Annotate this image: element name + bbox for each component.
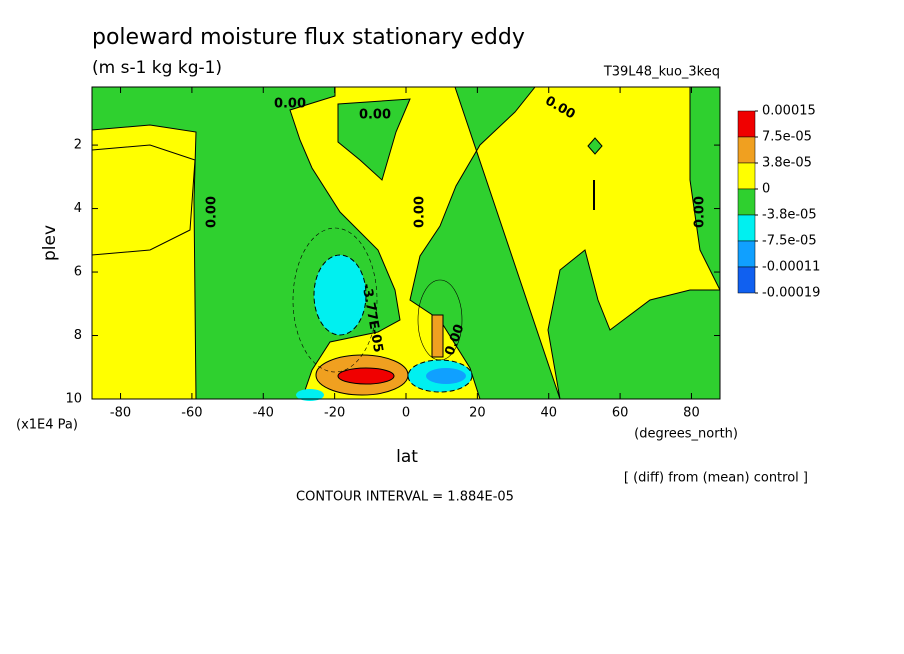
field-region <box>337 367 395 385</box>
chart-title: poleward moisture flux stationary eddy <box>92 25 525 50</box>
x-tick-label: -40 <box>253 406 274 421</box>
y-tick-label: 8 <box>74 328 82 343</box>
contour-label: 0.00 <box>274 97 306 112</box>
y-tick-label: 4 <box>74 201 82 216</box>
field-region <box>431 314 444 358</box>
colorbar-box <box>737 136 756 164</box>
contour-line <box>417 279 463 361</box>
x-tick-label: 0 <box>402 406 410 421</box>
colorbar-box <box>737 188 756 216</box>
run-label: T39L48_kuo_3keq <box>603 65 720 80</box>
contour-interval: CONTOUR INTERVAL = 1.884E-05 <box>296 490 514 505</box>
colorbar-label: -0.00011 <box>762 260 820 275</box>
colorbar-box <box>737 110 756 138</box>
x-axis-label: lat <box>396 447 418 467</box>
colorbar-label: -3.8e-05 <box>762 208 817 223</box>
y-tick-label: 10 <box>65 392 82 407</box>
y-axis-unit: (x1E4 Pa) <box>16 418 78 433</box>
contour-label: 0.00 <box>359 108 391 123</box>
y-tick-label: 2 <box>74 138 82 153</box>
colorbar-box <box>737 240 756 268</box>
colorbar-label: 0.00015 <box>762 104 816 119</box>
colorbar-label: -0.00019 <box>762 286 820 301</box>
note: [ (diff) from (mean) control ] <box>624 471 808 486</box>
x-axis-unit: (degrees_north) <box>634 427 738 442</box>
field-region <box>426 368 466 384</box>
x-tick-label: 80 <box>683 406 700 421</box>
colorbar-label: -7.5e-05 <box>762 234 817 249</box>
x-tick-label: 60 <box>612 406 629 421</box>
x-tick-label: -80 <box>110 406 131 421</box>
y-axis-label: plev <box>40 225 60 261</box>
field-region <box>587 137 603 155</box>
field-region <box>337 98 411 181</box>
colorbar-box <box>737 162 756 190</box>
colorbar-label: 3.8e-05 <box>762 156 812 171</box>
contour-label: 0.00 <box>205 196 220 228</box>
chart-subtitle: (m s-1 kg kg-1) <box>92 58 222 78</box>
field-region <box>313 254 367 336</box>
x-tick-label: 20 <box>469 406 486 421</box>
x-tick-label: -20 <box>324 406 345 421</box>
contour-label: 0.00 <box>413 196 428 228</box>
y-tick-label: 6 <box>74 265 82 280</box>
contour-field <box>91 86 721 401</box>
field-region <box>296 389 324 401</box>
colorbar-label: 0 <box>762 182 770 197</box>
colorbar-box <box>737 214 756 242</box>
x-tick-label: -60 <box>181 406 202 421</box>
colorbar-box <box>737 266 756 294</box>
x-tick-label: 40 <box>540 406 557 421</box>
colorbar-label: 7.5e-05 <box>762 130 812 145</box>
contour-label: 0.00 <box>693 196 708 228</box>
contour-line <box>292 227 378 373</box>
